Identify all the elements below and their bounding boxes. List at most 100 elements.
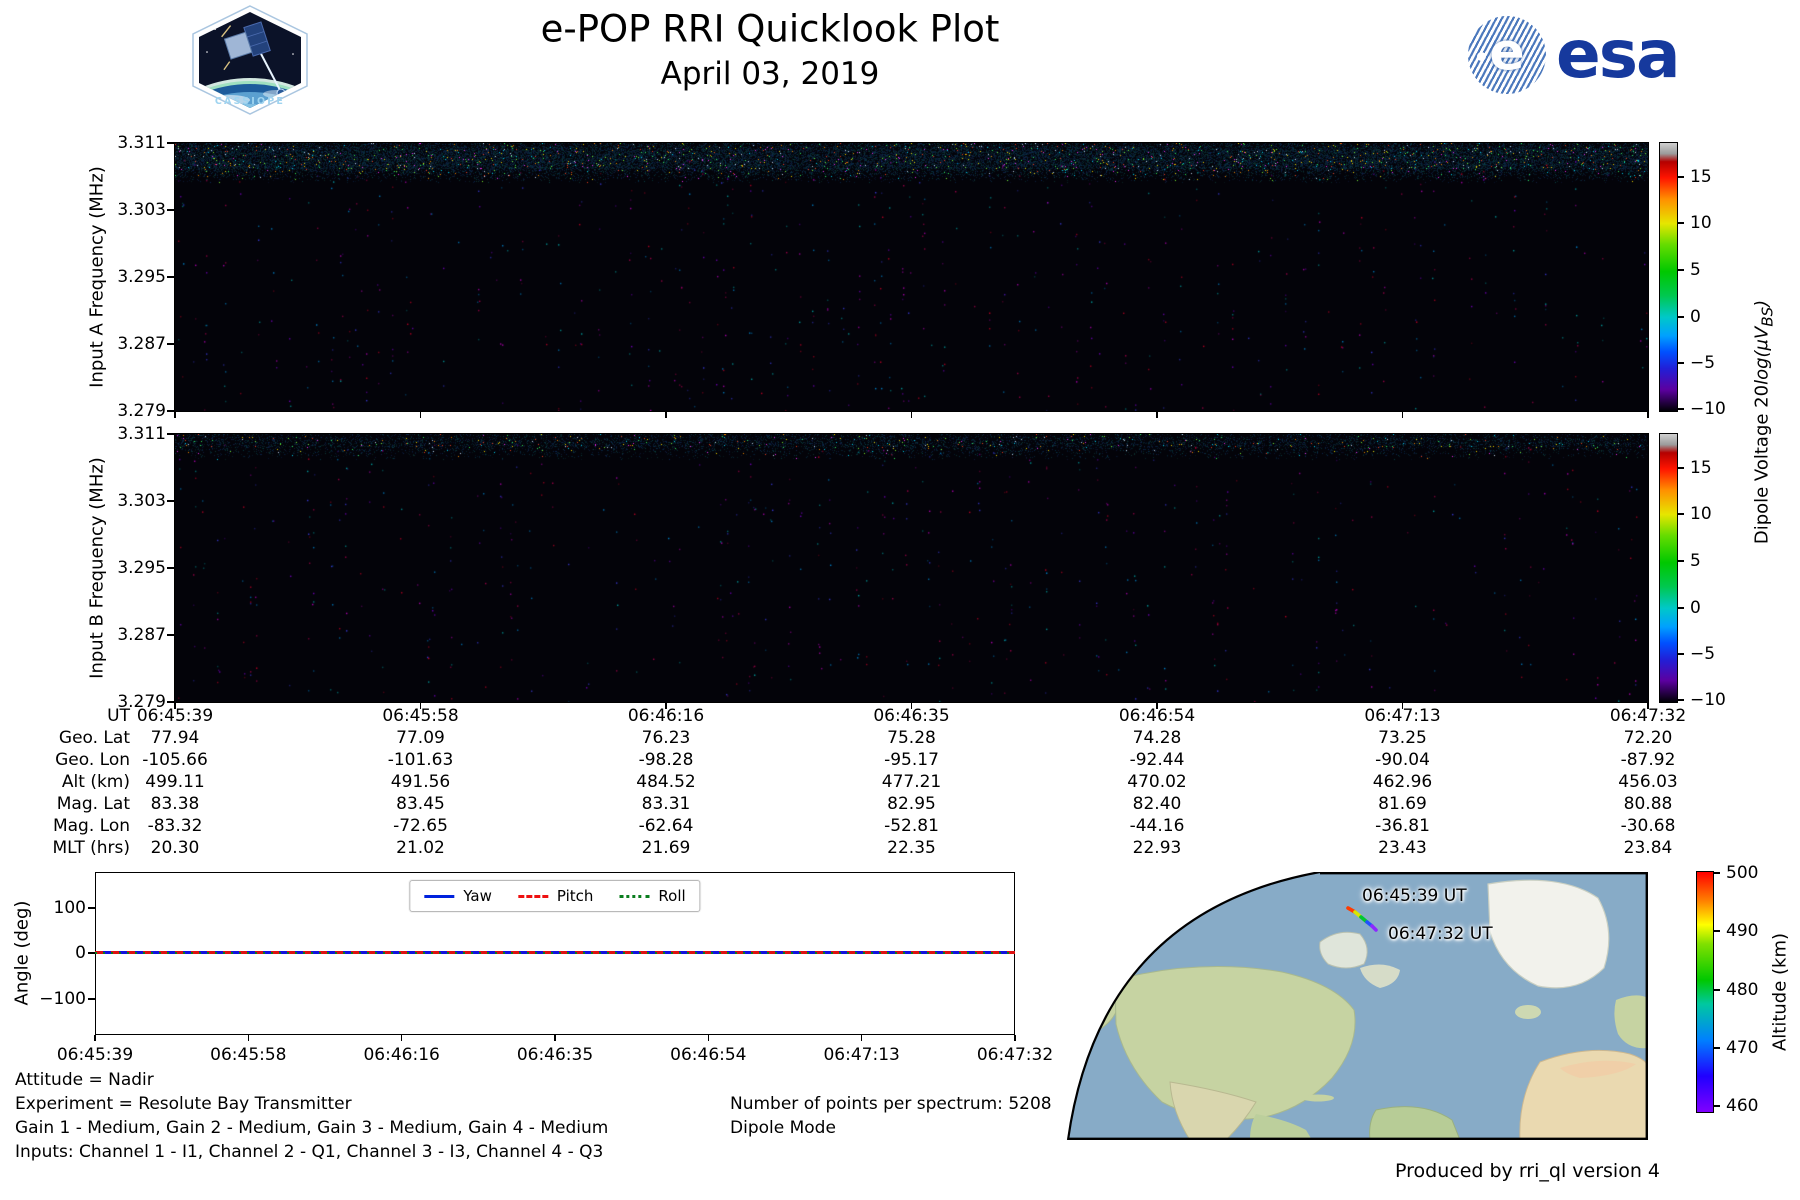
freq-xtick-mark [665, 703, 667, 709]
freq-ytick-mark [167, 567, 175, 569]
dipole-cbar-tick-label: −10 [1690, 690, 1726, 710]
freq-xtick-mark [1156, 703, 1158, 709]
legend-label: Roll [658, 887, 686, 905]
map-south-america [1369, 1106, 1461, 1140]
dipole-cbar-tick-label: 5 [1690, 551, 1701, 571]
map-uk [1614, 995, 1648, 1049]
map-greenland [1487, 879, 1610, 989]
angle-axis-label: Angle (deg) [11, 900, 33, 1006]
track-start-label: 06:45:39 UT [1362, 886, 1467, 906]
input-b-axis-label: Input B Frequency (MHz) [86, 457, 108, 679]
ephemeris-value: 75.28 [887, 728, 936, 748]
altitude-cbar-tick-label: 490 [1726, 921, 1759, 941]
dipole-cbar-tick-mark [1678, 560, 1684, 562]
ephemeris-value: 72.20 [1623, 728, 1673, 748]
page-subtitle: April 03, 2019 [660, 56, 880, 92]
ephemeris-value: 83.45 [396, 794, 445, 814]
ground-track-map [1020, 872, 1648, 1140]
altitude-cbar-tick-mark [1714, 989, 1720, 991]
ephemeris-value: 22.35 [887, 838, 936, 858]
ephemeris-value: 77.09 [396, 728, 445, 748]
freq-ytick-mark [167, 500, 175, 502]
dipole-cbar-tick-label: −5 [1690, 644, 1716, 664]
dipole-label-close: ) [1751, 299, 1773, 307]
esa-globe-e: e [1489, 22, 1525, 83]
freq-ytick-label: 3.279 [117, 692, 166, 712]
ephemeris-value: -30.68 [1620, 816, 1676, 836]
angle-xtick-label: 06:46:54 [670, 1045, 747, 1065]
ephemeris-value: -62.64 [638, 816, 694, 836]
gain-note: Gain 1 - Medium, Gain 2 - Medium, Gain 3… [15, 1118, 609, 1138]
angle-xtick-label: 06:46:16 [363, 1045, 440, 1065]
freq-ytick-label: 3.279 [117, 401, 166, 421]
dipole-mode-note: Dipole Mode [730, 1118, 836, 1138]
ephemeris-value: -105.66 [142, 750, 208, 770]
altitude-cbar-tick-mark [1714, 1105, 1720, 1107]
freq-ytick-label: 3.311 [117, 424, 166, 444]
angle-xtick-label: 06:46:35 [516, 1045, 594, 1065]
freq-ytick-label: 3.287 [117, 625, 166, 645]
freq-ytick-mark [167, 142, 175, 144]
cassiope-label: CASSIOPE [215, 96, 285, 107]
altitude-cbar-tick-mark [1714, 872, 1720, 874]
dipole-cbar-tick-label: 10 [1690, 213, 1712, 233]
ephemeris-value: 83.31 [641, 794, 691, 814]
pitch-line-sample-icon [517, 894, 548, 898]
dipole-cbar-tick-mark [1678, 653, 1684, 655]
page-title: e-POP RRI Quicklook Plot [540, 7, 1000, 51]
freq-xtick-mark [419, 412, 422, 418]
ephemeris-row-label-mag-lon: Mag. Lon [52, 816, 130, 836]
spectrogram-input-b [174, 433, 1649, 703]
ephemeris-value: 22.93 [1132, 838, 1182, 858]
ephemeris-row-label-geo-lon: Geo. Lon [55, 750, 130, 770]
map-mexico [1169, 1081, 1257, 1140]
angle-xtick-mark [861, 1035, 863, 1041]
freq-ytick-label: 3.303 [117, 491, 166, 511]
attitude-note: Attitude = Nadir [15, 1070, 154, 1090]
map-sahara [1560, 1060, 1636, 1078]
map-central-america [1250, 1114, 1312, 1140]
ephemeris-value: -72.65 [393, 816, 448, 836]
freq-ytick-mark [167, 701, 175, 703]
dipole-cbar-tick-label: 0 [1690, 307, 1701, 327]
freq-ytick-mark [167, 276, 175, 278]
freq-ytick-mark [167, 433, 175, 435]
ephemeris-value: 21.02 [396, 838, 445, 858]
ephemeris-value: 06:45:39 [136, 706, 214, 726]
cassiope-mission-patch: CASSIOPE [185, 4, 315, 116]
freq-xtick-mark [419, 703, 422, 709]
freq-xtick-mark [1647, 412, 1649, 418]
dipole-cbar-tick-label: −5 [1690, 353, 1716, 373]
dipole-label-math: log(μV [1751, 326, 1773, 385]
ephemeris-value: 491.56 [390, 772, 451, 792]
esa-globe-dot [1477, 52, 1486, 61]
angle-xtick-label: 06:45:58 [210, 1045, 287, 1065]
altitude-cbar-tick-label: 480 [1726, 980, 1759, 1000]
dipole-colorbar-a [1659, 142, 1678, 412]
ephemeris-row-label-geo-lat: Geo. Lat [58, 728, 130, 748]
dipole-cbar-tick-label: 0 [1690, 598, 1701, 618]
angle-xtick-label: 06:47:13 [823, 1045, 900, 1065]
altitude-cbar-tick-label: 460 [1726, 1096, 1759, 1116]
ephemeris-value: 81.69 [1378, 794, 1427, 814]
dipole-cbar-tick-mark [1678, 176, 1684, 178]
ephemeris-value: -36.81 [1375, 816, 1430, 836]
altitude-colorbar-label: Altitude (km) [1769, 932, 1791, 1052]
ephemeris-value: 20.30 [150, 838, 200, 858]
ephemeris-value: 06:47:32 [1609, 706, 1687, 726]
roll-line-sample-icon [619, 894, 650, 898]
dipole-cbar-tick-label: −10 [1690, 399, 1726, 419]
altitude-cbar-tick-label: 470 [1726, 1038, 1759, 1058]
freq-ytick-mark [167, 209, 175, 211]
satellite-icon [221, 21, 271, 71]
inputs-note: Inputs: Channel 1 - I1, Channel 2 - Q1, … [15, 1142, 604, 1162]
angle-xtick-label: 06:47:32 [976, 1045, 1054, 1065]
ephemeris-row-label-alt-km-: Alt (km) [61, 772, 130, 792]
ephemeris-value: 06:46:16 [627, 706, 705, 726]
legend-label: Yaw [463, 887, 492, 905]
ephemeris-value: -87.92 [1620, 750, 1676, 770]
altitude-colorbar [1696, 871, 1714, 1113]
ephemeris-value: -98.28 [638, 750, 694, 770]
legend-item-roll: Roll [619, 887, 686, 905]
